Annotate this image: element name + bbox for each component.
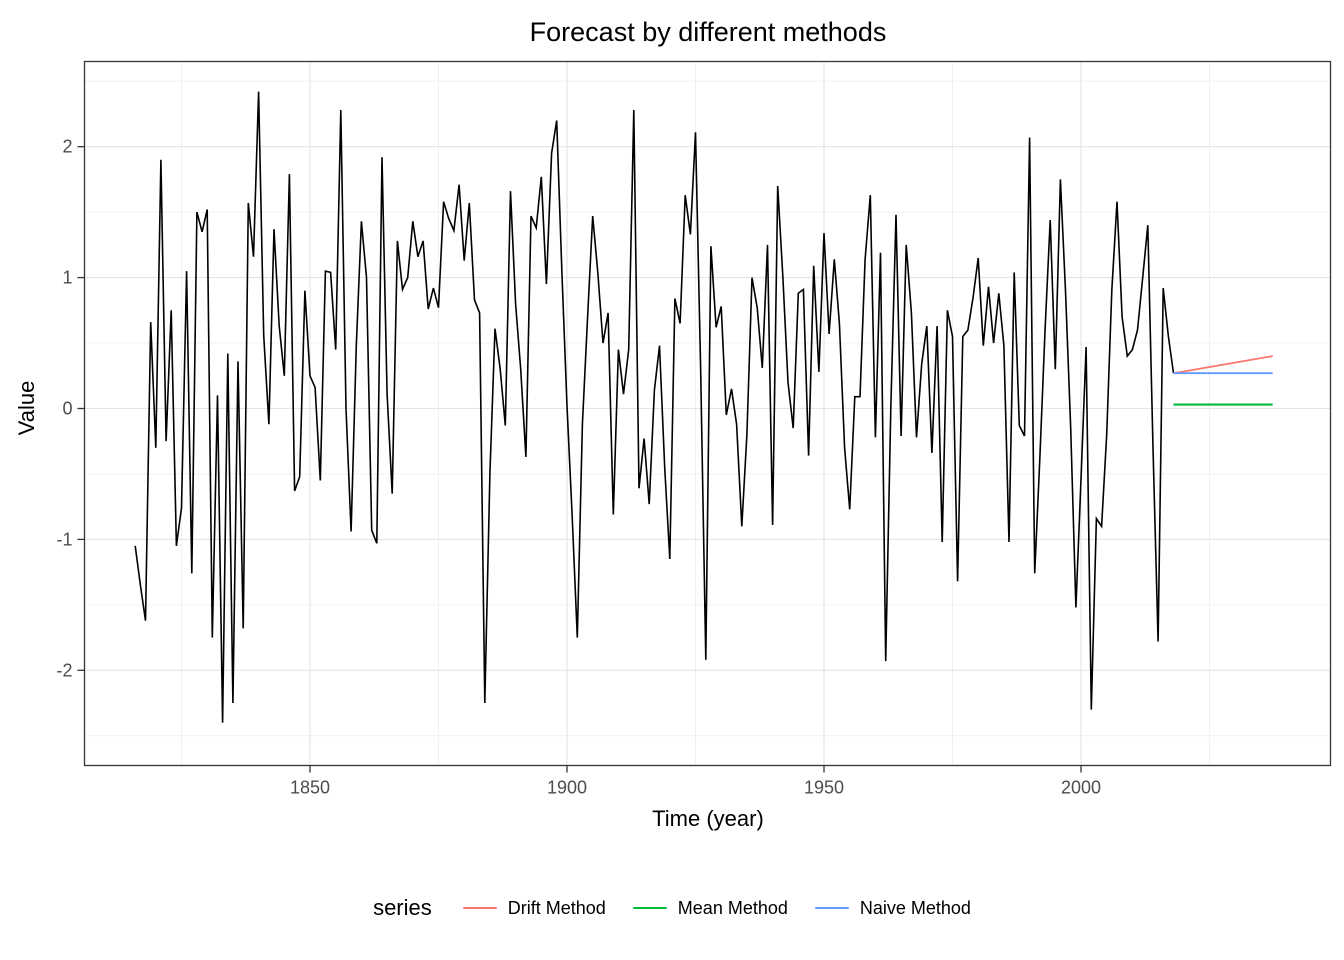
y-tick-label: 2 (62, 137, 72, 157)
x-tick-label: 2000 (1061, 778, 1101, 798)
legend-entry-drift-method: Drift Method (462, 897, 606, 919)
x-tick-label: 1900 (547, 778, 587, 798)
legend-entry-naive-method: Naive Method (814, 897, 971, 919)
legend-entry-label: Mean Method (677, 897, 788, 918)
legend-key-line-drift-method (462, 906, 497, 910)
y-tick-label: 1 (62, 268, 72, 288)
legend-key-line-naive-method (814, 906, 849, 910)
x-tick-label: 1850 (290, 778, 330, 798)
legend-entry-label: Drift Method (507, 897, 606, 918)
series-line-drift-method (1173, 355, 1273, 375)
x-axis-title: Time (year) (652, 806, 764, 831)
legend-key-line-mean-method (632, 906, 667, 910)
chart-title: Forecast by different methods (529, 17, 887, 47)
x-tick-label: 1950 (804, 778, 844, 798)
y-tick-label: 0 (62, 399, 72, 419)
legend-entry-mean-method: Mean Method (632, 897, 788, 919)
legend-entry-label: Naive Method (859, 897, 971, 918)
y-tick-label: -2 (56, 660, 72, 680)
panel-border (83, 60, 1332, 767)
legend-title: series (373, 895, 432, 920)
legend: series Drift Method Mean Method Naive Meth… (0, 886, 1344, 930)
series-line-observed-data (134, 91, 1175, 723)
panel-background (84, 61, 1331, 766)
y-axis-title: Value (14, 380, 39, 436)
y-tick-label: -1 (56, 529, 72, 549)
